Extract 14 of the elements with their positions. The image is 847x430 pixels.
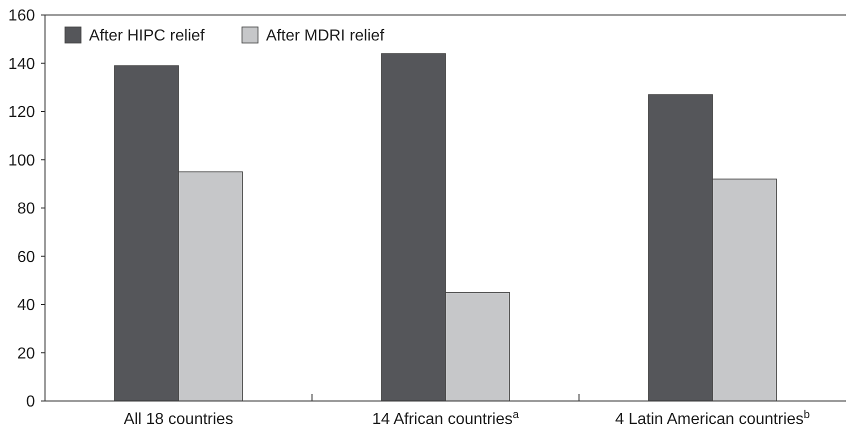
y-tick-label: 160 <box>8 8 36 25</box>
y-tick-label: 100 <box>8 152 36 170</box>
y-tick-label: 60 <box>17 248 36 266</box>
x-tick-label: All 18 countries <box>124 411 234 428</box>
y-tick-label: 0 <box>26 394 36 411</box>
legend-label: After MDRI relief <box>266 28 385 45</box>
x-tick-label: 14 African countries$^{a}$ <box>372 409 520 428</box>
x-tick-label: 4 Latin American countries$^{b}$ <box>615 409 810 428</box>
legend-label: After HIPC relief <box>89 28 206 45</box>
y-tick-label: 80 <box>17 200 36 218</box>
y-tick-label: 140 <box>8 56 36 73</box>
y-tick-label: 40 <box>17 297 36 314</box>
y-tick-label: 20 <box>17 345 36 362</box>
y-tick-label: 120 <box>8 104 36 122</box>
